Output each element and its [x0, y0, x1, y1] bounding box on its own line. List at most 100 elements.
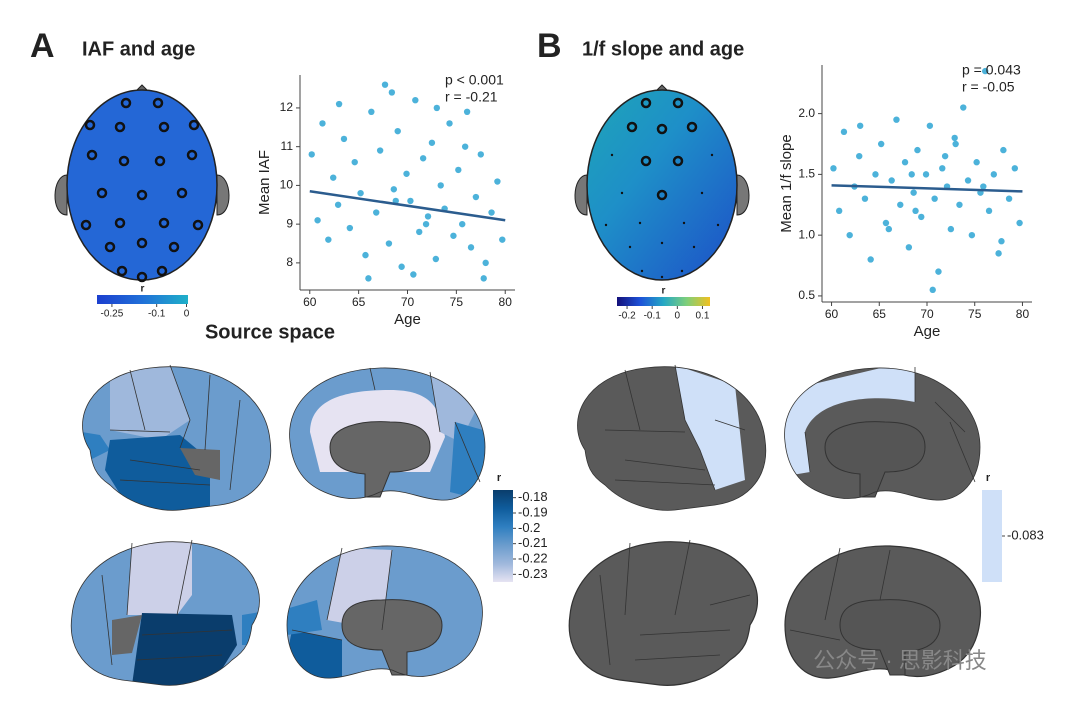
data-point: [428, 139, 436, 146]
circle-shape: [158, 121, 170, 133]
path-shape: [574, 174, 588, 216]
data-point: [872, 171, 879, 178]
data-point: [314, 217, 321, 224]
circle-shape: [660, 241, 664, 245]
colorbar-label: r: [141, 284, 145, 295]
colorbar-tick-label: 0: [675, 311, 681, 322]
data-point: [901, 159, 909, 166]
data-point: [325, 236, 332, 243]
data-point: [856, 122, 864, 129]
colorbar-tick-label: -0.22: [518, 550, 548, 565]
colorbar-tick-label: -0.1: [148, 309, 166, 320]
data-point: [1000, 146, 1007, 154]
colorbar: [982, 490, 1002, 582]
y-tick-label: 1.5: [798, 167, 815, 181]
path-shape: [287, 600, 322, 635]
data-point: [952, 140, 959, 148]
path-shape: [54, 174, 68, 216]
y-tick-label: 1.0: [798, 227, 815, 241]
g-shape: [604, 153, 720, 279]
circle-shape: [114, 217, 126, 229]
data-point: [437, 182, 444, 189]
g-shape: [82, 366, 271, 511]
data-point: [388, 89, 396, 96]
data-point: [494, 178, 501, 185]
data-point: [973, 159, 980, 166]
data-point: [998, 238, 1005, 245]
data-point: [882, 219, 890, 227]
brain-lateral: [568, 539, 759, 686]
path-shape: [599, 539, 751, 666]
data-point: [390, 186, 398, 193]
data-point: [419, 155, 427, 162]
colorbar-tick-label: -0.23: [518, 566, 548, 581]
data-point: [947, 225, 955, 233]
y-tick-label: 12: [280, 100, 294, 114]
data-point: [376, 147, 384, 154]
circle-shape: [186, 149, 198, 161]
path-shape: [804, 367, 976, 483]
path-shape: [110, 366, 190, 440]
data-point: [918, 213, 925, 221]
path-shape: [180, 448, 220, 480]
data-point: [846, 231, 853, 239]
y-tick-label: 2.0: [798, 106, 815, 120]
topomap: [54, 84, 230, 283]
colorbar: [97, 295, 188, 304]
circle-shape: [188, 119, 200, 131]
y-tick-label: 10: [280, 178, 294, 192]
circle-shape: [660, 275, 664, 279]
x-tick-label: 80: [1016, 307, 1030, 321]
data-point: [394, 127, 401, 135]
circle-shape: [656, 123, 668, 135]
data-point: [403, 170, 410, 177]
circle-shape: [136, 271, 148, 283]
path-shape: [839, 599, 941, 676]
data-point: [893, 116, 900, 123]
regression-line: [831, 184, 1023, 193]
data-point: [362, 251, 369, 259]
rect-shape: [577, 366, 766, 511]
data-point: [446, 120, 453, 127]
data-point: [424, 213, 432, 220]
colorbar-tick-label: -0.1: [644, 311, 662, 322]
colorbar-label: r: [497, 472, 502, 484]
data-point: [308, 151, 315, 158]
panel-title: IAF and age: [82, 38, 195, 60]
path-shape: [216, 174, 230, 216]
annotation: p = 0.043: [962, 62, 1021, 78]
circle-shape: [118, 155, 130, 167]
x-tick-label: 60: [825, 307, 839, 321]
regression-line: [309, 189, 506, 222]
brain-lateral: [70, 539, 260, 686]
circle-shape: [176, 187, 188, 199]
circle-shape: [610, 153, 614, 157]
circle-shape: [640, 269, 644, 273]
colorbar: [617, 297, 710, 306]
data-point: [960, 104, 967, 111]
path-shape: [291, 547, 393, 641]
colorbar: [493, 490, 513, 582]
y-axis-label: Mean 1/f slope: [778, 134, 795, 232]
circle-shape: [620, 191, 624, 195]
section-title: Source space: [205, 321, 335, 343]
circle-shape: [682, 221, 686, 225]
annotation: r = -0.21: [445, 89, 498, 105]
data-point: [346, 224, 354, 232]
colorbar-tick-label: -0.083: [1007, 527, 1044, 542]
circle-shape: [680, 269, 684, 273]
path-shape: [329, 421, 431, 498]
data-point: [467, 244, 475, 251]
data-point: [982, 67, 989, 75]
circle-shape: [86, 149, 98, 161]
x-axis-label: Age: [394, 311, 421, 328]
y-tick-label: 8: [286, 255, 293, 269]
annotation: r = -0.05: [962, 79, 1015, 95]
data-point: [905, 244, 913, 251]
circle-shape: [84, 119, 96, 131]
circle-shape: [672, 97, 684, 109]
y-tick-label: 11: [281, 139, 294, 153]
data-point: [1011, 165, 1019, 172]
data-point: [897, 201, 904, 208]
